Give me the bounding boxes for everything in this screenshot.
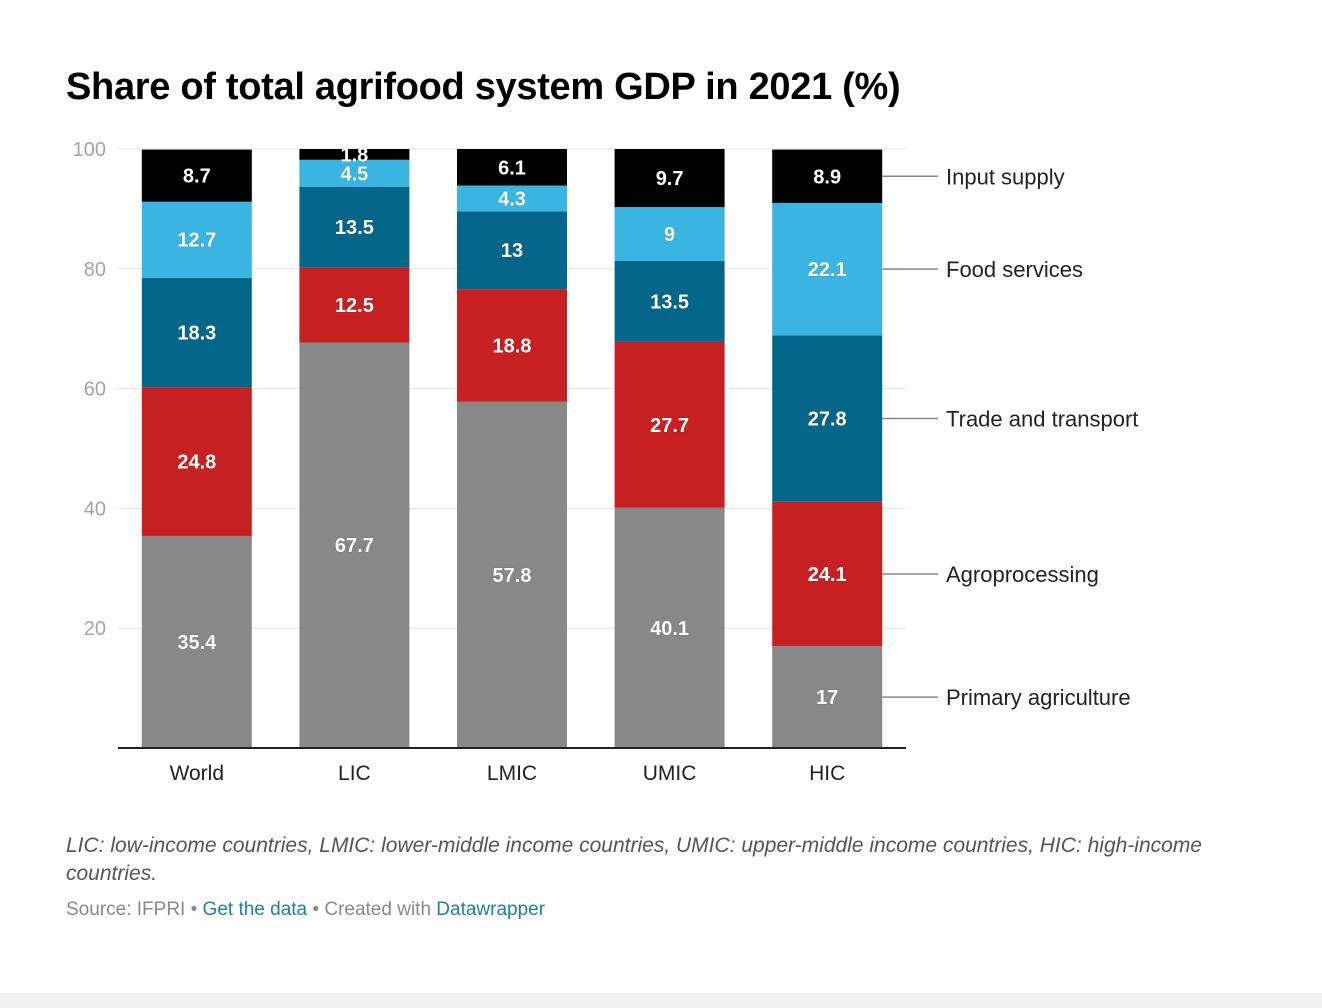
bar-segment <box>772 335 883 502</box>
separator: • <box>185 899 203 920</box>
data-label: 13.5 <box>650 291 689 313</box>
data-label: 4.5 <box>340 163 368 185</box>
source-line: Source: IFPRI • Get the data • Created w… <box>66 899 545 921</box>
bar-segment <box>141 387 252 536</box>
stacked-bar-chart: 20 40 60 80 100 35.4 24.8 18.3 12.7 8.7 67.7 12.5 1… <box>73 139 1139 785</box>
x-tick-label: World <box>170 762 224 785</box>
legend-label: Food services <box>946 257 1083 282</box>
y-axis-ticks: 20 40 60 80 100 <box>73 139 106 640</box>
data-label: 13 <box>501 240 523 262</box>
data-label: 18.3 <box>177 323 216 345</box>
data-label: 9 <box>664 224 675 246</box>
data-label: 9.7 <box>656 168 684 190</box>
bar-segment <box>457 401 567 748</box>
data-labels: 35.4 24.8 18.3 12.7 8.7 67.7 12.5 13.5 4.51.8 57.… <box>177 144 847 709</box>
data-label: 12.5 <box>335 295 374 317</box>
y-tick-label: 60 <box>84 379 106 401</box>
x-tick-label: UMIC <box>643 762 697 785</box>
separator: • <box>307 899 325 920</box>
y-tick-label: 80 <box>84 259 106 281</box>
y-tick-label: 100 <box>73 139 106 161</box>
data-label: 6.1 <box>498 157 526 179</box>
data-label: 17 <box>816 687 838 709</box>
bar-segment <box>457 185 567 212</box>
bar-segment <box>299 342 410 748</box>
y-tick-label: 40 <box>84 498 106 520</box>
bar-segment <box>141 277 252 388</box>
bar-segment <box>457 289 567 402</box>
bar-segment <box>614 507 725 748</box>
data-label: 18.8 <box>493 335 532 357</box>
data-label: 35.4 <box>177 632 217 654</box>
data-label: 4.3 <box>498 188 526 210</box>
bar-segment <box>772 202 883 336</box>
bar-segment <box>614 341 725 508</box>
data-label: 57.8 <box>493 565 532 587</box>
bar-segment <box>772 646 883 748</box>
data-label: 13.5 <box>335 217 374 239</box>
legend: Primary agriculture Agroprocessing Trade a… <box>882 164 1138 710</box>
x-axis-ticks: World LIC LMIC UMIC HIC <box>118 747 906 785</box>
x-tick-label: LMIC <box>487 762 537 785</box>
data-label: 8.7 <box>183 166 211 188</box>
bar-segment <box>614 261 725 342</box>
source-label: Source: IFPRI <box>66 899 186 920</box>
datawrapper-link[interactable]: Datawrapper <box>436 899 546 920</box>
data-label: 24.1 <box>808 564 847 586</box>
data-label: 22.1 <box>808 259 847 281</box>
bar-segment <box>299 186 410 268</box>
data-label: 67.7 <box>335 535 374 557</box>
data-label: 27.7 <box>650 415 689 437</box>
bar-segment <box>141 201 252 278</box>
bar-segment <box>299 149 410 160</box>
data-label: 1.8 <box>340 144 368 166</box>
data-label: 8.9 <box>813 166 841 188</box>
chart-notes: LIC: low-income countries, LMIC: lower-m… <box>66 834 1202 885</box>
data-label: 12.7 <box>177 230 216 252</box>
get-the-data-link[interactable]: Get the data <box>202 899 308 920</box>
x-tick-label: HIC <box>809 762 845 785</box>
bar-segment <box>614 207 725 262</box>
bar-segment <box>772 149 883 203</box>
data-label: 40.1 <box>650 618 689 640</box>
bar-segment <box>614 149 725 208</box>
legend-label: Input supply <box>946 164 1065 189</box>
bar-segment <box>457 149 567 186</box>
bar-segment <box>299 267 410 343</box>
x-tick-label: LIC <box>338 762 371 785</box>
legend-label: Primary agriculture <box>946 685 1131 710</box>
chart-title: Share of total agrifood system GDP in 20… <box>66 66 901 108</box>
data-label: 24.8 <box>177 452 216 474</box>
created-with-label: Created with <box>324 899 432 920</box>
bars <box>141 149 883 748</box>
bar-segment <box>141 149 252 202</box>
legend-label: Agroprocessing <box>946 562 1099 587</box>
bar-segment <box>299 159 410 187</box>
bar-segment <box>141 535 252 748</box>
data-label: 27.8 <box>808 409 847 431</box>
y-tick-label: 20 <box>84 618 106 640</box>
bar-segment <box>772 501 883 647</box>
legend-label: Trade and transport <box>946 407 1138 432</box>
bar-segment <box>457 211 567 290</box>
